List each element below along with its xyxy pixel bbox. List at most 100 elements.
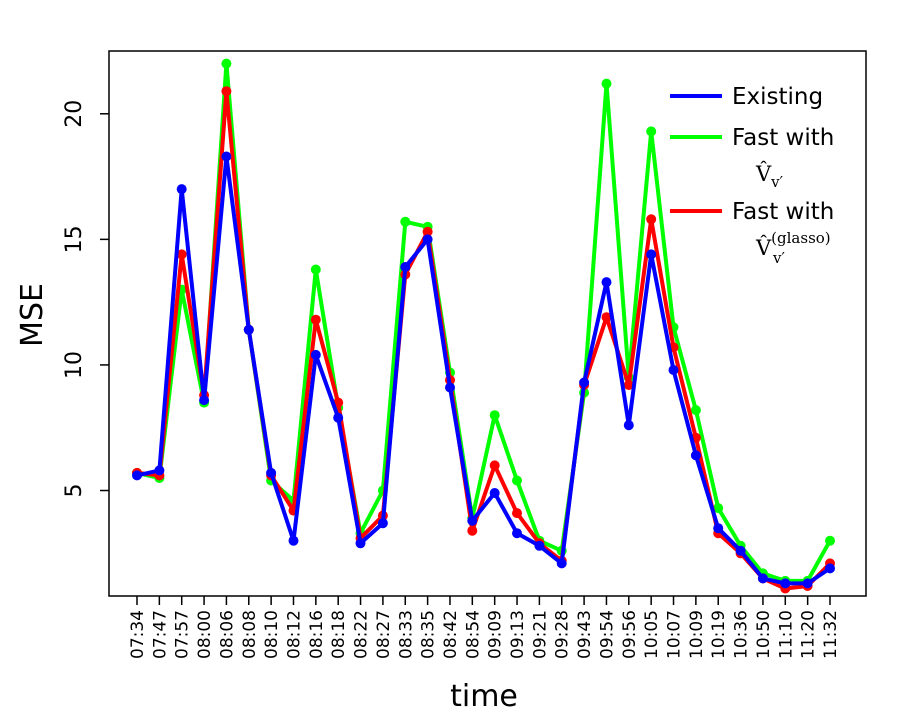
x-tick-label: 08:33 [396,610,416,659]
data-point [266,467,277,478]
data-point [355,538,366,549]
x-tick-label: 09:56 [620,610,640,659]
y-axis-title: MSE [15,283,50,347]
data-point [489,410,500,421]
x-tick-label: 11:20 [799,610,819,659]
data-point [802,578,813,589]
data-point [132,470,142,481]
x-tick-label: 10:36 [732,610,752,659]
x-tick-label: 08:00 [195,610,215,659]
data-point [310,349,321,360]
legend-label: Fast with [732,125,834,151]
data-point [735,545,746,556]
data-point [221,151,232,162]
series-0000ff [132,151,835,589]
x-tick-label: 11:10 [776,610,796,659]
x-tick-label: 09:28 [553,610,573,659]
legend: Existing Fast with V̂v′ Fast with V̂(glasso)… [670,84,834,267]
data-point [646,126,657,137]
data-point [780,578,791,589]
series-line [136,89,832,591]
data-point [601,312,612,323]
x-tick-label: 09:43 [575,610,595,659]
data-point [221,58,232,69]
x-axis-title: time [450,679,518,714]
x-tick-label: 09:13 [508,610,528,659]
data-point [623,420,634,431]
data-point [713,503,724,514]
data-point [176,249,187,260]
data-point [825,535,835,546]
x-tick-label: 07:57 [173,610,193,659]
data-point [646,249,657,260]
data-point [646,214,657,225]
x-tick-label: 08:10 [262,610,282,659]
data-point [243,324,254,335]
data-point [534,540,545,551]
data-point [288,535,299,546]
plot-frame [108,50,867,597]
data-point [690,450,701,461]
data-point [489,460,500,471]
data-point [422,226,433,237]
y-tick-label: 15 [62,225,87,253]
data-point [199,395,210,406]
data-point [556,558,567,569]
data-point [176,184,187,195]
data-point [601,277,612,288]
x-tick-label: 10:05 [642,610,662,659]
data-point [377,518,388,529]
data-point [512,475,522,486]
x-tick-label: 09:54 [597,610,617,659]
x-tick-label: 08:54 [463,610,483,659]
x-tick-label: 08:35 [419,610,439,659]
y-tick-label: 20 [62,100,87,128]
data-point [400,216,411,227]
y-tick-label: 10 [62,351,87,379]
series-ff0000 [132,86,835,594]
x-axis: 07:34 07:47 07:57 08:00 08:06 08:08 08:10 08:12… [128,596,841,659]
data-point [623,380,634,390]
series-line [136,154,832,586]
data-point [489,488,500,498]
x-tick-label: 08:06 [217,610,237,659]
x-tick-label: 11:32 [821,610,841,659]
x-tick-label: 08:08 [240,610,260,659]
data-point [445,382,455,393]
data-point [825,563,835,574]
x-tick-label: 10:07 [665,610,685,659]
data-point [713,523,724,534]
data-point [400,262,411,272]
x-tick-label: 08:16 [307,610,327,659]
legend-label: Fast with [732,199,834,225]
x-tick-label: 08:27 [374,610,394,659]
x-tick-label: 08:12 [284,610,304,659]
data-point [512,508,522,519]
x-tick-label: 09:21 [530,610,550,659]
data-point [757,573,768,584]
x-tick-label: 10:09 [687,610,707,659]
legend-math: V̂v′ [755,162,784,191]
data-point [467,515,478,526]
x-tick-label: 09:09 [486,610,506,659]
legend-label: Existing [732,84,823,110]
data-point [579,377,590,388]
x-tick-label: 08:22 [352,610,372,659]
x-tick-label: 08:18 [329,610,349,659]
data-point [601,78,612,89]
data-point [154,465,165,476]
data-point [333,412,344,423]
series-layer [132,58,835,594]
data-point [690,405,701,416]
data-point [221,86,232,97]
data-point [512,528,522,539]
x-tick-label: 08:42 [441,610,461,659]
legend-math: V̂(glasso) v′ [755,229,831,267]
data-point [467,525,478,536]
x-tick-label: 10:50 [754,610,774,659]
y-axis: 5 10 15 20 [62,100,109,498]
x-tick-label: 10:19 [709,610,729,659]
data-point [422,234,433,245]
x-tick-label: 07:34 [128,610,148,659]
